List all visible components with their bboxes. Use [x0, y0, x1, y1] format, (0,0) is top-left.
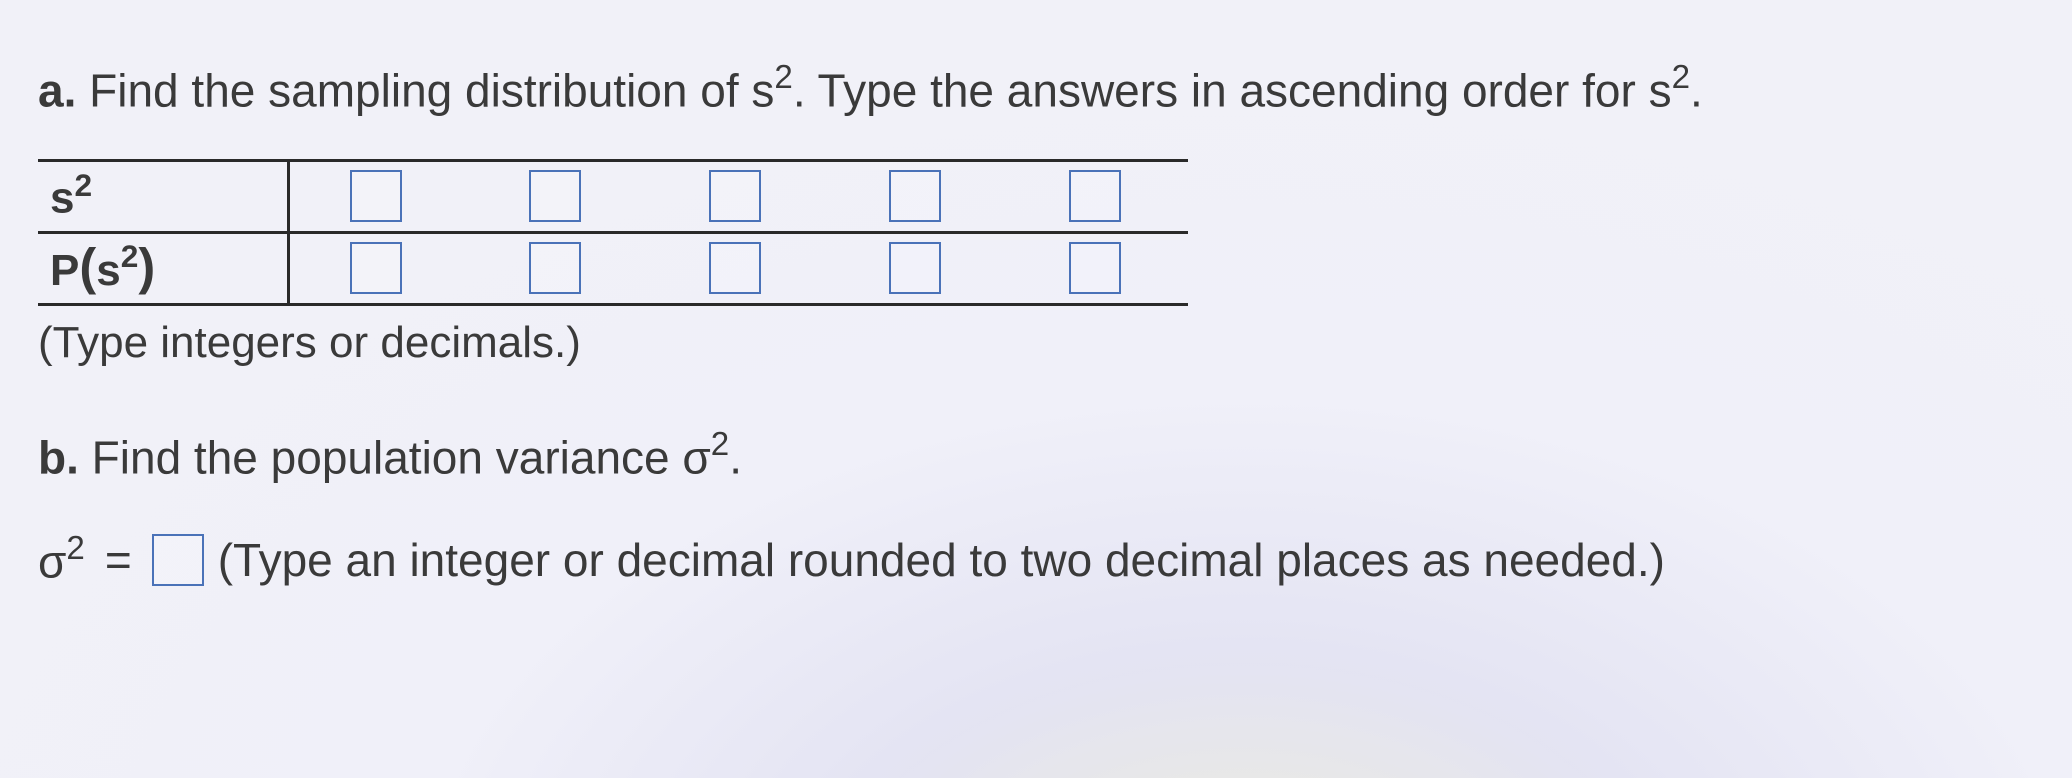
equals-sign: =	[105, 533, 132, 587]
table-row1-header: s2	[38, 160, 288, 232]
p-input-4[interactable]	[889, 242, 941, 294]
sigma-lhs: σ2	[38, 532, 85, 588]
sigma-hint: (Type an integer or decimal rounded to t…	[218, 533, 1665, 587]
s2-input-3[interactable]	[709, 170, 761, 222]
s2-input-1[interactable]	[350, 170, 402, 222]
sigma-line: σ2 = (Type an integer or decimal rounded…	[38, 532, 2028, 588]
p-input-5[interactable]	[1069, 242, 1121, 294]
part-a-sup-1: 2	[774, 59, 792, 96]
s2-input-4[interactable]	[889, 170, 941, 222]
part-a-prompt: a. Find the sampling distribution of s2.…	[38, 60, 2028, 119]
p-inner-base: s	[96, 246, 120, 295]
part-a-text-3: .	[1690, 64, 1703, 116]
part-b-after: .	[729, 431, 742, 483]
sigma-base: σ	[38, 535, 66, 587]
p-input-1[interactable]	[350, 242, 402, 294]
p-inner-sup: 2	[121, 238, 139, 274]
part-b-sup: 2	[711, 426, 729, 463]
part-b-label: b.	[38, 431, 79, 483]
part-b-text: Find the population variance σ	[79, 431, 711, 483]
part-a-label: a.	[38, 64, 76, 116]
part-a-sup-2: 2	[1672, 59, 1690, 96]
s-sup: 2	[74, 167, 92, 203]
sigma-input[interactable]	[152, 534, 204, 586]
s2-input-2[interactable]	[529, 170, 581, 222]
s2-input-5[interactable]	[1069, 170, 1121, 222]
p-input-2[interactable]	[529, 242, 581, 294]
sigma-sup: 2	[66, 530, 84, 567]
hint-a: (Type integers or decimals.)	[38, 318, 2028, 368]
part-b-prompt: b. Find the population variance σ2.	[38, 428, 2028, 484]
p-prefix: P	[50, 246, 79, 295]
p-input-3[interactable]	[709, 242, 761, 294]
sampling-distribution-table: s2 P(s2)	[38, 159, 1188, 306]
part-a-text-1: Find the sampling distribution of s	[76, 64, 774, 116]
part-a-text-2: . Type the answers in ascending order fo…	[793, 64, 1672, 116]
s-base: s	[50, 174, 74, 223]
table-row2-header: P(s2)	[38, 232, 288, 304]
